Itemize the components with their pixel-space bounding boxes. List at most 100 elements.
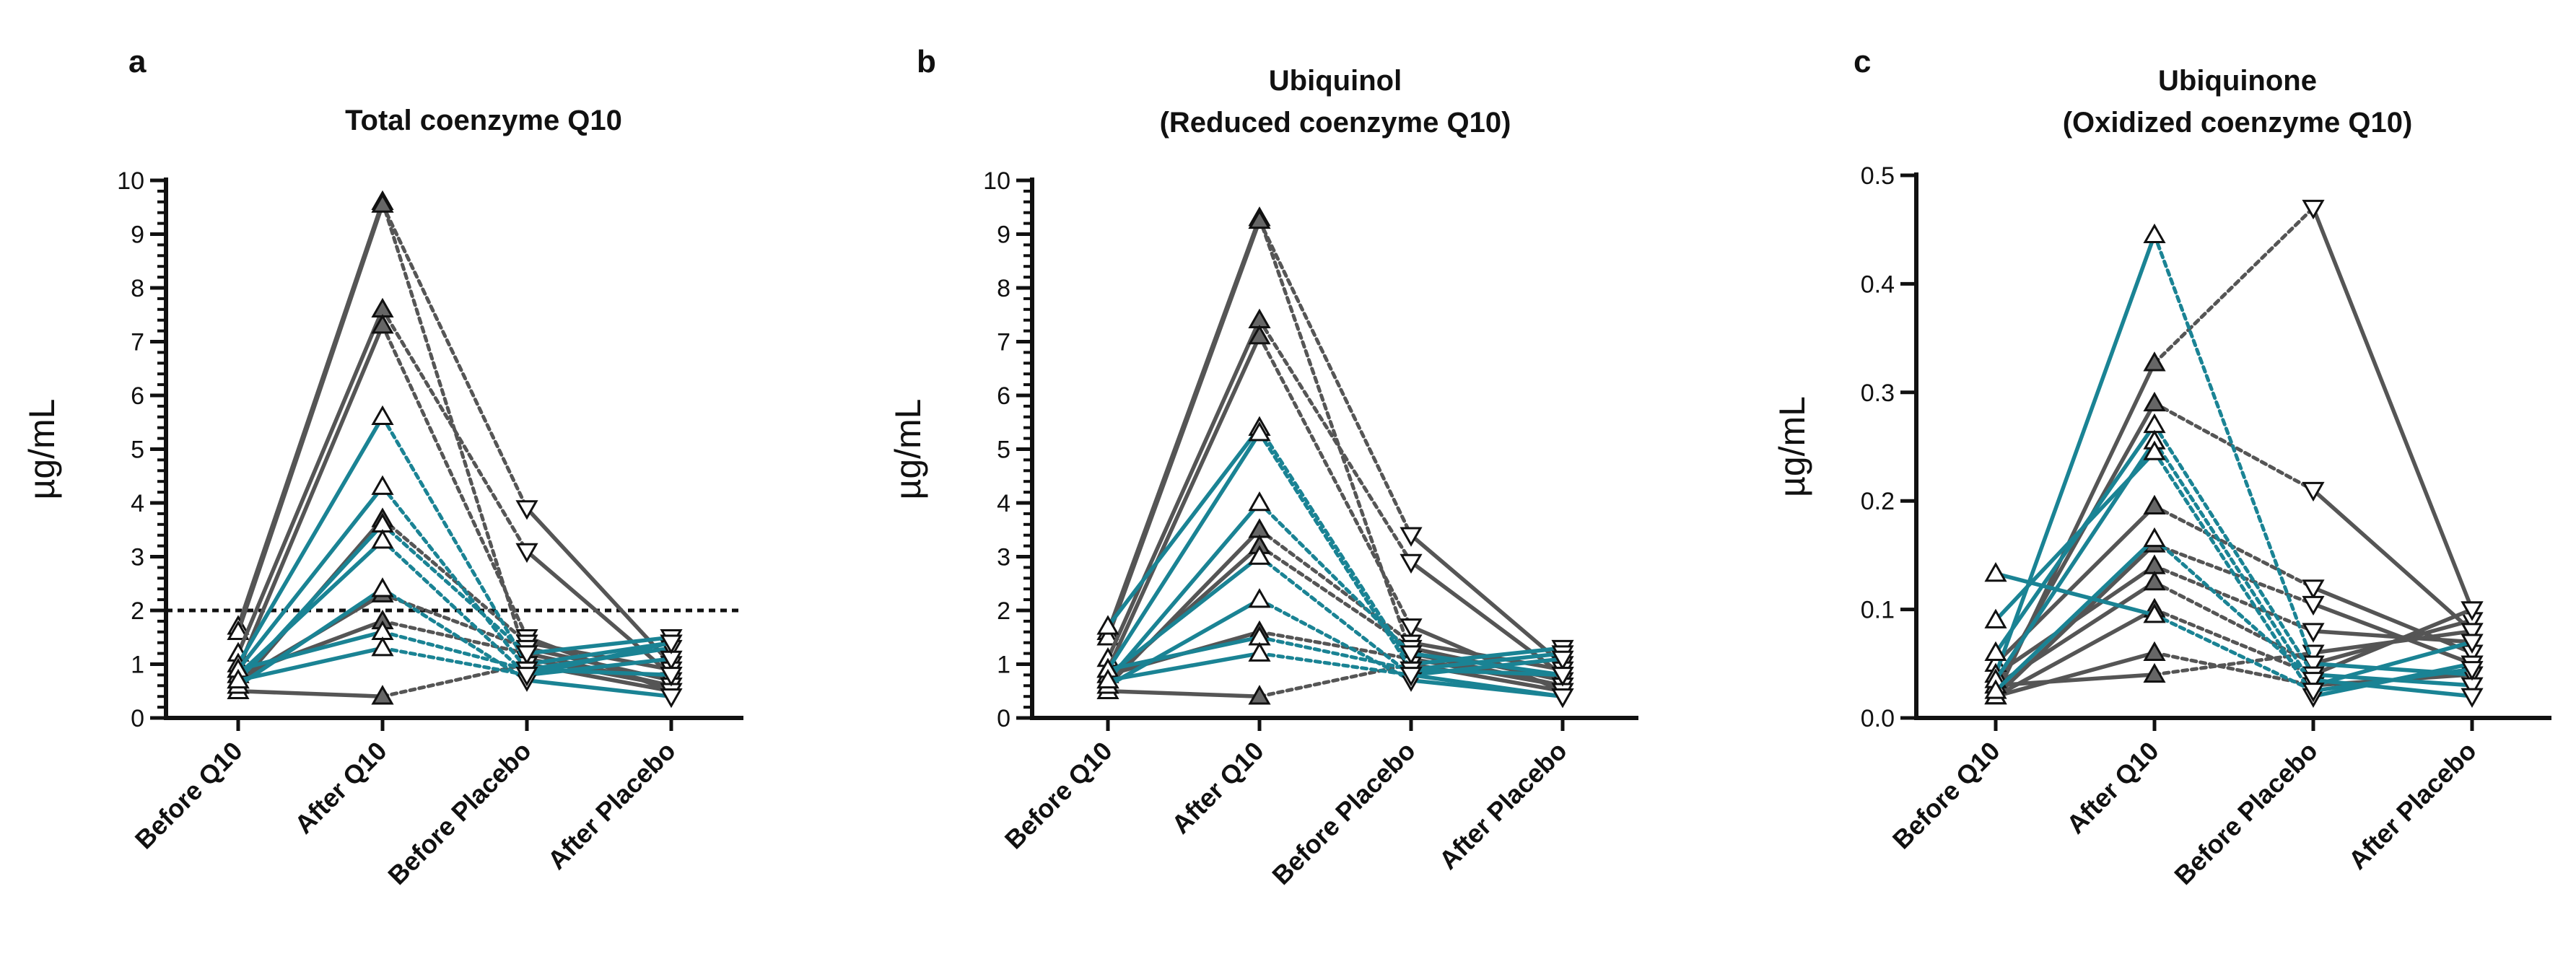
triangle-up-marker xyxy=(1248,588,1271,608)
triangle-down-marker xyxy=(1551,650,1574,671)
series-segment xyxy=(236,307,385,656)
y-tick-label: 4 xyxy=(997,490,1010,517)
series-segment xyxy=(1994,672,2157,688)
triangle-down-marker xyxy=(2302,481,2325,502)
y-tick-label: 0.2 xyxy=(1861,488,1895,515)
series-segment-dotted xyxy=(380,630,529,672)
y-tick-label: 0 xyxy=(997,705,1010,732)
x-category-label: Before Placebo xyxy=(1266,736,1420,890)
triangle-up-marker xyxy=(2143,494,2166,514)
series-line xyxy=(1096,641,1574,709)
triangle-down-marker xyxy=(1400,618,1423,639)
series-line xyxy=(1984,561,2484,703)
series-segment xyxy=(1106,597,1262,688)
series-segment xyxy=(1106,651,1262,683)
triangle-up-marker xyxy=(2143,570,2166,591)
triangle-up-marker xyxy=(2143,554,2166,574)
triangle-down-marker xyxy=(1400,645,1423,665)
chart-title-line: Ubiquinol xyxy=(1269,65,1402,97)
series-segment-dotted xyxy=(2152,651,2315,688)
series-segment xyxy=(525,549,673,678)
series-segment-dotted xyxy=(2152,206,2315,365)
triangle-up-marker xyxy=(2143,223,2166,243)
y-tick-label: 9 xyxy=(997,222,1010,249)
series-segment-dotted xyxy=(2152,423,2315,677)
y-tick-label: 0 xyxy=(131,705,144,732)
series-segment xyxy=(2311,206,2474,612)
triangle-up-marker xyxy=(1096,626,1119,646)
series-segment xyxy=(1106,317,1262,661)
series-segment-dotted xyxy=(380,307,529,553)
y-tick-label: 3 xyxy=(997,544,1010,571)
triangle-up-marker xyxy=(227,620,250,641)
triangle-down-marker xyxy=(515,500,538,520)
series-segment-dotted xyxy=(1257,662,1413,698)
panel-c: c Ubiquinone (Oxidized coenzyme Q10) µg/mL 0… xyxy=(1772,44,2551,890)
y-tick-label: 10 xyxy=(117,167,144,195)
series-segment xyxy=(236,689,385,698)
series-segment xyxy=(1994,564,2157,677)
y-tick-label: 5 xyxy=(131,437,144,464)
series-segment-dotted xyxy=(2152,439,2315,688)
series-segment xyxy=(1106,501,1262,683)
triangle-up-marker xyxy=(2143,603,2166,623)
series-segment xyxy=(525,640,673,678)
series-segment-dotted xyxy=(2152,564,2315,634)
series-segment xyxy=(2311,628,2474,644)
series-segment xyxy=(236,619,385,678)
triangle-up-marker xyxy=(1096,615,1119,635)
series-segment xyxy=(1106,219,1262,639)
triangle-up-marker xyxy=(371,685,394,705)
y-tick-label: 7 xyxy=(997,329,1010,356)
y-tick-label: 0.5 xyxy=(1861,162,1895,190)
series-segment-dotted xyxy=(380,485,529,672)
triangle-up-marker xyxy=(2143,351,2166,372)
triangle-down-marker xyxy=(1400,667,1423,687)
triangle-up-marker xyxy=(371,636,394,657)
series-segment xyxy=(236,323,385,672)
triangle-down-marker xyxy=(1400,527,1423,547)
series-segment-dotted xyxy=(380,323,529,639)
series-segment-dotted xyxy=(380,203,529,510)
y-axis-label: µg/mL xyxy=(22,399,62,500)
panel-letter: a xyxy=(128,44,147,79)
triangle-up-marker xyxy=(1248,491,1271,512)
triangle-down-marker xyxy=(2461,634,2484,654)
triangle-up-marker xyxy=(2143,662,2166,683)
series-segment-dotted xyxy=(1257,652,1413,677)
series-segment xyxy=(236,646,385,683)
series-segment xyxy=(1409,651,1565,672)
series-segment xyxy=(1409,646,1565,667)
triangle-down-marker xyxy=(2461,688,2484,708)
triangle-down-marker xyxy=(515,543,538,564)
triangle-up-marker xyxy=(1248,641,1271,662)
y-axis-label: µg/mL xyxy=(1772,396,1812,497)
y-tick-label: 6 xyxy=(997,382,1010,410)
triangle-down-marker xyxy=(2302,672,2325,692)
y-tick-label: 0.4 xyxy=(1861,271,1895,298)
series-segment xyxy=(1106,431,1262,672)
y-axis-label: µg/mL xyxy=(888,399,928,500)
series-segment xyxy=(236,484,385,672)
triangle-up-marker xyxy=(371,314,394,334)
series-segment xyxy=(1994,232,2157,677)
y-tick-label: 1 xyxy=(131,652,144,679)
series-segment-dotted xyxy=(1257,219,1413,538)
series-segment xyxy=(2311,639,2474,688)
triangle-up-marker xyxy=(1248,421,1271,442)
triangle-up-marker xyxy=(1984,641,2007,662)
series-segment xyxy=(236,538,385,678)
triangle-up-marker xyxy=(2143,440,2166,460)
series-segment xyxy=(1409,651,1565,678)
triangle-down-marker xyxy=(2302,683,2325,703)
series-segment-dotted xyxy=(380,619,529,656)
series-segment xyxy=(1106,554,1262,678)
series-segment xyxy=(2311,628,2474,655)
x-category-label: After Q10 xyxy=(289,736,393,840)
series-segment-dotted xyxy=(380,538,529,677)
series-segment xyxy=(236,587,385,688)
series-segment-dotted xyxy=(1257,318,1413,564)
triangle-down-marker xyxy=(1400,553,1423,574)
series-segment-dotted xyxy=(2152,450,2315,698)
series-segment xyxy=(236,415,385,667)
